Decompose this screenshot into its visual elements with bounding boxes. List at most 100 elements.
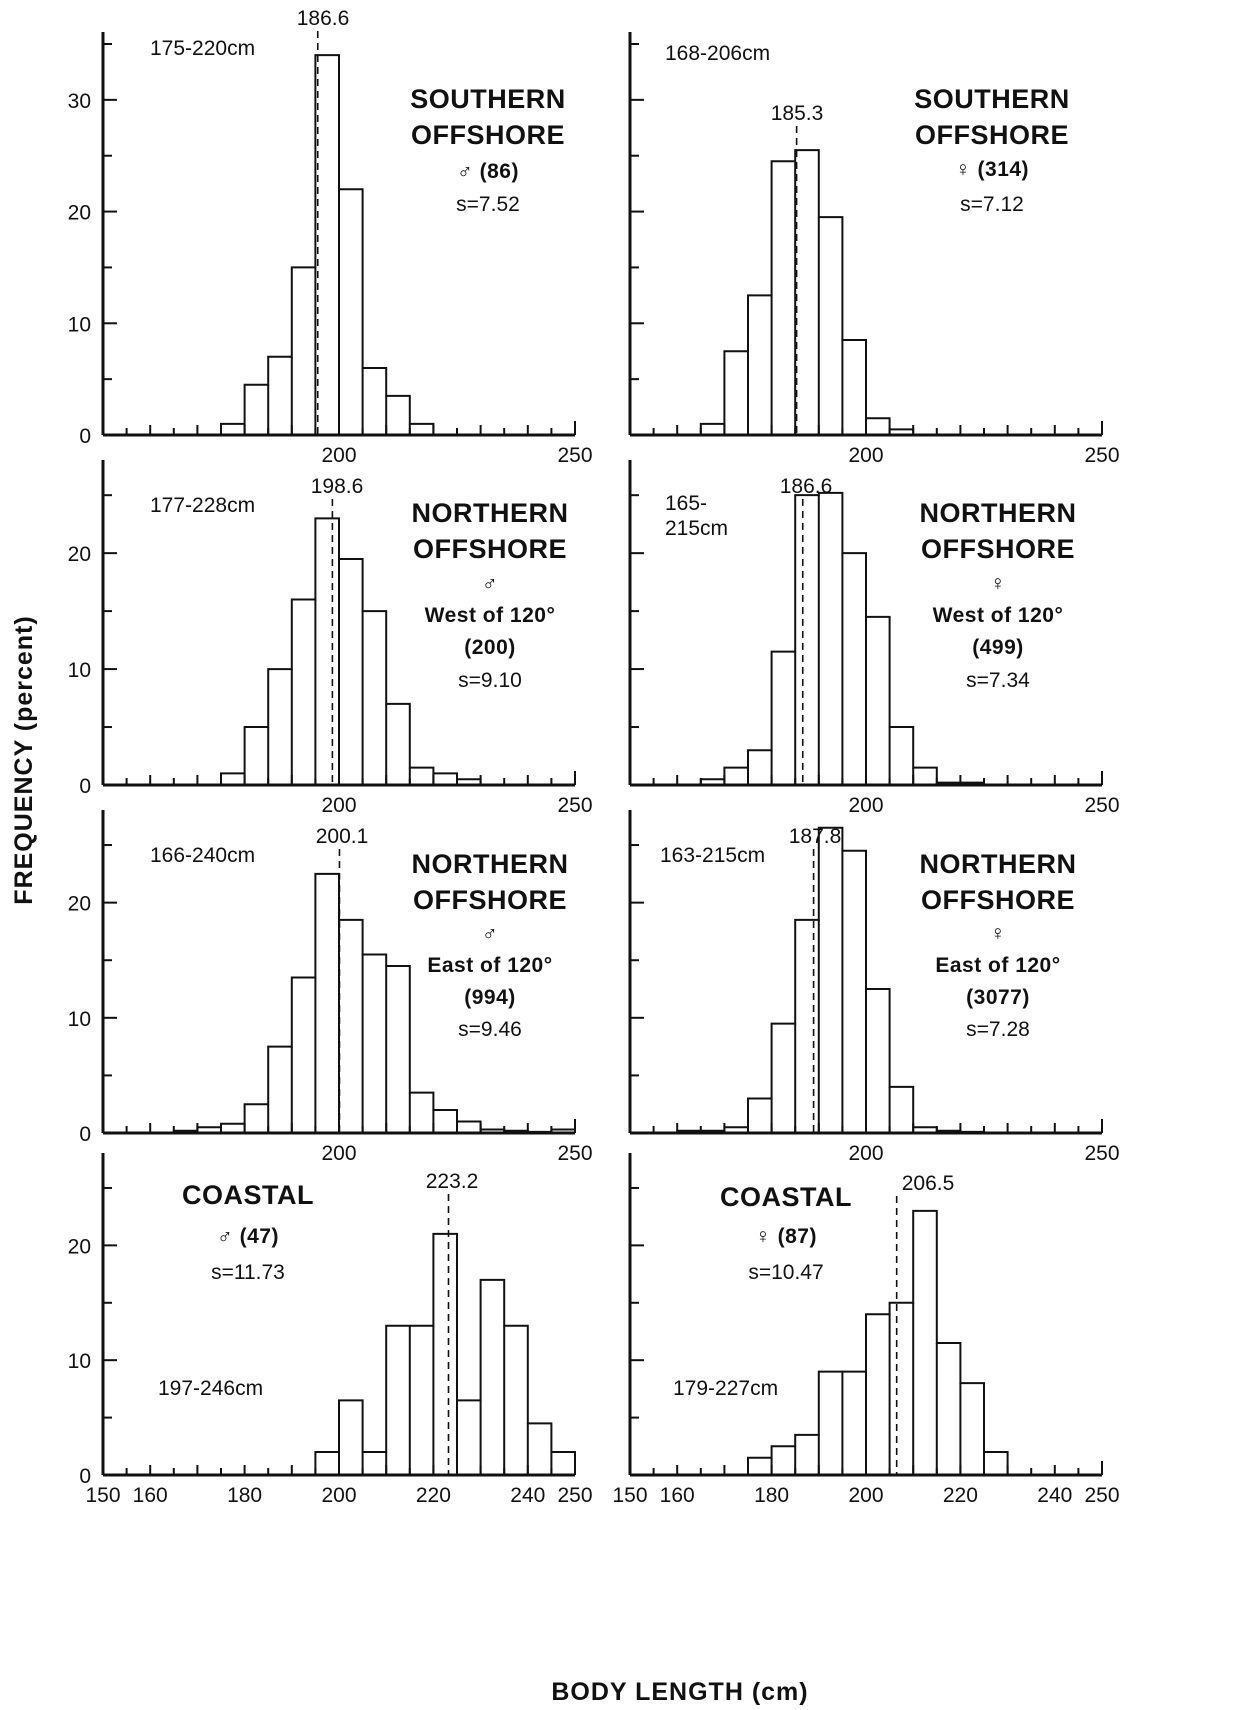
histogram-bars xyxy=(314,1232,576,1475)
panel-subtitle: ♂ xyxy=(482,922,498,945)
x-tick-label: 220 xyxy=(943,1484,978,1507)
range-label: 165- xyxy=(665,492,707,515)
range-label: 215cm xyxy=(665,517,728,540)
y-tick-label: 10 xyxy=(68,1350,91,1373)
s-label: s=7.52 xyxy=(456,193,520,216)
mean-label: 198.6 xyxy=(311,475,364,498)
x-tick-label: 200 xyxy=(321,444,356,467)
x-tick-label: 150 xyxy=(612,1484,647,1507)
panel-title: OFFSHORE xyxy=(413,534,567,564)
x-axis-label: BODY LENGTH (cm) xyxy=(551,1678,808,1706)
x-tick-label: 220 xyxy=(416,1484,451,1507)
x-tick-label: 200 xyxy=(321,1484,356,1507)
histogram-panel: 0 10 20 200 250 200.1 166-240cm NORTHERN OFFSHOR… xyxy=(68,810,593,1165)
histogram-bars xyxy=(699,149,915,435)
panel-title: NORTHERN xyxy=(412,498,569,528)
histogram-bars xyxy=(172,872,576,1133)
histogram-panel: 0 10 20 200 250 198.6 177-228cm NORTHERN OFFSHOR… xyxy=(68,460,593,817)
x-tick-label: 250 xyxy=(557,1484,592,1507)
y-tick-label: 20 xyxy=(68,1235,91,1258)
x-tick-label: 250 xyxy=(557,444,592,467)
x-tick-label: 250 xyxy=(557,1142,592,1165)
y-tick-label: 0 xyxy=(79,1465,91,1488)
panel-subtitle: ♀ (87) xyxy=(755,1225,817,1248)
mean-label: 200.1 xyxy=(316,825,369,848)
x-tick-label: 250 xyxy=(557,794,592,817)
panel-subtitle: ♀ xyxy=(990,922,1006,945)
panel-subtitle: (499) xyxy=(972,636,1024,659)
s-label: s=9.46 xyxy=(458,1018,522,1041)
mean-label: 186.6 xyxy=(297,7,350,30)
panel-subtitle: (3077) xyxy=(966,986,1030,1009)
panel-title: NORTHERN xyxy=(920,849,1077,879)
mean-label: 187.8 xyxy=(789,825,842,848)
histogram-bars xyxy=(676,826,985,1133)
x-tick-label: 240 xyxy=(1037,1484,1072,1507)
range-label: 179-227cm xyxy=(673,1377,778,1400)
panel-title: OFFSHORE xyxy=(921,534,1075,564)
y-tick-label: 0 xyxy=(79,775,91,798)
panel-subtitle: ♂ xyxy=(482,572,498,595)
range-label: 197-246cm xyxy=(158,1377,263,1400)
x-tick-label: 200 xyxy=(848,1142,883,1165)
panel-subtitle: ♀ (314) xyxy=(955,158,1029,181)
x-tick-label: 250 xyxy=(1084,1142,1119,1165)
panel-title: COASTAL xyxy=(182,1180,314,1210)
histogram-bars xyxy=(747,1209,1009,1475)
panel-title: OFFSHORE xyxy=(921,885,1075,915)
histogram-bars xyxy=(699,491,985,785)
range-label: 166-240cm xyxy=(150,844,255,867)
y-tick-label: 10 xyxy=(68,313,91,336)
x-tick-label: 200 xyxy=(321,1142,356,1165)
panel-subtitle: ♂ (86) xyxy=(457,160,519,183)
x-tick-label: 200 xyxy=(848,794,883,817)
range-label: 177-228cm xyxy=(150,494,255,517)
y-tick-label: 20 xyxy=(68,202,91,225)
x-tick-label: 180 xyxy=(754,1484,789,1507)
range-label: 175-220cm xyxy=(150,37,255,60)
y-tick-label: 30 xyxy=(68,90,91,113)
histogram-panel: 200 250 186.6 165-215cm NORTHERN OFFSHORE ♀ Wes… xyxy=(628,460,1120,817)
s-label: s=7.34 xyxy=(966,669,1030,692)
s-label: s=7.28 xyxy=(966,1018,1030,1041)
panel-subtitle: ♂ (47) xyxy=(217,1225,279,1248)
s-label: s=9.10 xyxy=(458,669,522,692)
x-tick-label: 160 xyxy=(133,1484,168,1507)
s-label: s=10.47 xyxy=(748,1261,823,1284)
y-tick-label: 20 xyxy=(68,543,91,566)
panel-subtitle: (200) xyxy=(464,636,516,659)
histogram-bars xyxy=(220,54,435,435)
x-tick-label: 150 xyxy=(85,1484,120,1507)
x-tick-label: 250 xyxy=(1084,444,1119,467)
panel-subtitle: (994) xyxy=(464,986,516,1009)
s-label: s=11.73 xyxy=(211,1261,285,1284)
panel-title: SOUTHERN xyxy=(410,84,566,114)
mean-label: 185.3 xyxy=(771,102,824,125)
x-tick-label: 200 xyxy=(321,794,356,817)
panel-title: COASTAL xyxy=(720,1182,852,1212)
mean-label: 186.6 xyxy=(780,475,833,498)
y-tick-label: 10 xyxy=(68,1008,91,1031)
histogram-panel: 0 10 20 150 160 180 200 220 240 250 223.2 197-246cm… xyxy=(68,1153,593,1507)
range-label: 163-215cm xyxy=(660,844,765,867)
panel-title: NORTHERN xyxy=(920,498,1077,528)
panel-title: OFFSHORE xyxy=(413,885,567,915)
y-tick-label: 0 xyxy=(79,425,91,448)
histogram-panel: 200 250 185.3 168-206cm SOUTHERN OFFSHORE ♀ (3… xyxy=(628,32,1120,467)
panel-subtitle: West of 120° xyxy=(933,604,1064,627)
panel-subtitle: East of 120° xyxy=(427,954,552,977)
x-tick-label: 250 xyxy=(1084,794,1119,817)
panel-title: NORTHERN xyxy=(412,849,569,879)
histogram-panel: 0 10 20 30 200 250 186.6 175-220cm SOUTHERN OFFSH… xyxy=(68,7,593,467)
histogram-bars xyxy=(220,517,482,785)
s-label: s=7.12 xyxy=(960,193,1024,216)
panel-title: OFFSHORE xyxy=(411,120,565,150)
panel-subtitle: West of 120° xyxy=(425,604,556,627)
x-tick-label: 200 xyxy=(848,444,883,467)
x-tick-label: 200 xyxy=(848,1484,883,1507)
x-tick-label: 240 xyxy=(510,1484,545,1507)
panel-subtitle: ♀ xyxy=(990,572,1006,595)
y-tick-label: 0 xyxy=(79,1123,91,1146)
y-axis-label: FREQUENCY (percent) xyxy=(10,615,38,904)
